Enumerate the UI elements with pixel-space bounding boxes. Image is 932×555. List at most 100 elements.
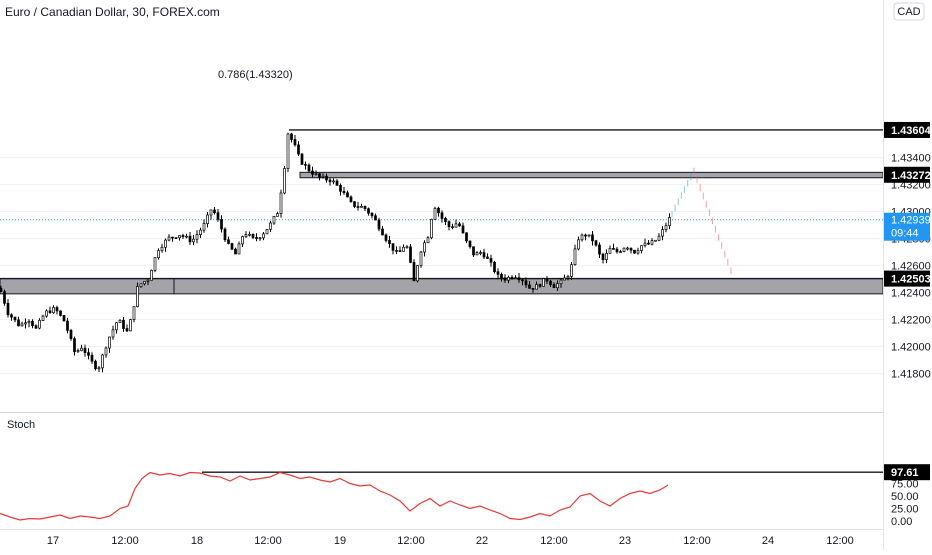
candle-body	[7, 303, 9, 314]
candle-body	[25, 323, 27, 324]
candle-body	[595, 241, 597, 245]
candle-body	[522, 280, 524, 281]
candle-body	[375, 216, 377, 220]
candle-body	[651, 241, 653, 245]
candle-body	[581, 235, 583, 240]
candle-body	[567, 276, 569, 278]
candle-body	[441, 213, 443, 219]
candle	[4, 289, 6, 305]
last-price-tag: 1.4293909:44	[884, 213, 931, 241]
candle-body	[662, 230, 664, 237]
candle-body	[109, 337, 111, 348]
candle-body	[189, 236, 191, 242]
candle	[623, 247, 625, 252]
candle-body	[284, 169, 286, 194]
candle-body	[60, 311, 62, 315]
candle	[284, 166, 286, 194]
candle-body	[224, 229, 226, 240]
candle-body	[564, 278, 566, 280]
candle-body	[469, 241, 471, 247]
candle-body	[77, 351, 79, 352]
candle-body	[336, 181, 338, 185]
candle-body	[431, 219, 433, 237]
candle-body	[452, 227, 454, 228]
candle-body	[543, 279, 545, 287]
candle-body	[126, 329, 128, 331]
candle-body	[0, 288, 2, 291]
candle-body	[256, 237, 258, 238]
time-tick-label: 22	[476, 535, 488, 547]
resistance-zone[interactable]	[300, 172, 883, 177]
candle-body	[231, 244, 233, 250]
candle-body	[490, 258, 492, 262]
candle-body	[466, 233, 468, 241]
candle-body	[147, 280, 149, 281]
candle-body	[487, 257, 489, 258]
candle-body	[133, 307, 135, 320]
price-axis[interactable]: 1.434001.432001.430001.428001.426001.424…	[884, 122, 932, 528]
candle-body	[350, 197, 352, 202]
candle-body	[361, 206, 363, 207]
candle-body	[305, 164, 307, 165]
price-tag: 1.42503	[884, 271, 931, 287]
candle-body	[368, 209, 370, 214]
candle-body	[515, 278, 517, 279]
candle-body	[410, 247, 412, 263]
candle	[231, 243, 233, 250]
candle-body	[39, 320, 41, 328]
candle-body	[427, 238, 429, 243]
candle-body	[473, 247, 475, 255]
candle-body	[18, 320, 20, 326]
candle	[634, 250, 636, 254]
candle-body	[560, 280, 562, 284]
candle-body	[70, 330, 72, 338]
candle	[543, 279, 545, 287]
candle	[301, 153, 303, 165]
candle-body	[634, 250, 636, 253]
candle-body	[655, 240, 657, 241]
price-tick-label: 1.42200	[891, 315, 931, 327]
candle-body	[501, 274, 503, 278]
candle-body	[497, 272, 499, 275]
candle-body	[658, 236, 660, 240]
candle	[434, 207, 436, 220]
price-tag: 1.43604	[884, 122, 932, 138]
candle-body	[277, 214, 279, 217]
candle-body	[413, 262, 415, 280]
candle	[308, 163, 310, 172]
candle-body	[571, 265, 573, 277]
candle	[410, 244, 412, 263]
time-tick-label: 23	[619, 535, 631, 547]
time-tick-label: 12:00	[254, 535, 282, 547]
time-tick-label: 12:00	[111, 535, 139, 547]
candle-body	[308, 165, 310, 171]
candle-body	[483, 253, 485, 257]
candle	[154, 257, 156, 272]
candle-body	[343, 191, 345, 192]
candle-body	[179, 236, 181, 238]
candle-body	[207, 215, 209, 224]
candle-body	[536, 285, 538, 290]
candle-body	[130, 320, 132, 331]
candle-body	[539, 285, 541, 287]
candle-body	[588, 235, 590, 236]
candle-body	[371, 213, 373, 216]
candle	[413, 259, 415, 281]
candle-body	[28, 321, 30, 323]
candle-body	[630, 248, 632, 250]
candle-body	[480, 253, 482, 254]
candle	[175, 237, 177, 238]
candle-body	[287, 134, 289, 169]
candle	[137, 283, 139, 308]
candle-body	[252, 234, 254, 237]
currency-badge[interactable]: CAD	[894, 3, 924, 20]
candle-body	[476, 253, 478, 255]
time-tick-label: 19	[334, 535, 346, 547]
candle-body	[137, 287, 139, 307]
candle-body	[161, 247, 163, 250]
support-zone[interactable]	[0, 279, 883, 294]
candle-body	[592, 235, 594, 241]
candle-body	[42, 316, 44, 320]
